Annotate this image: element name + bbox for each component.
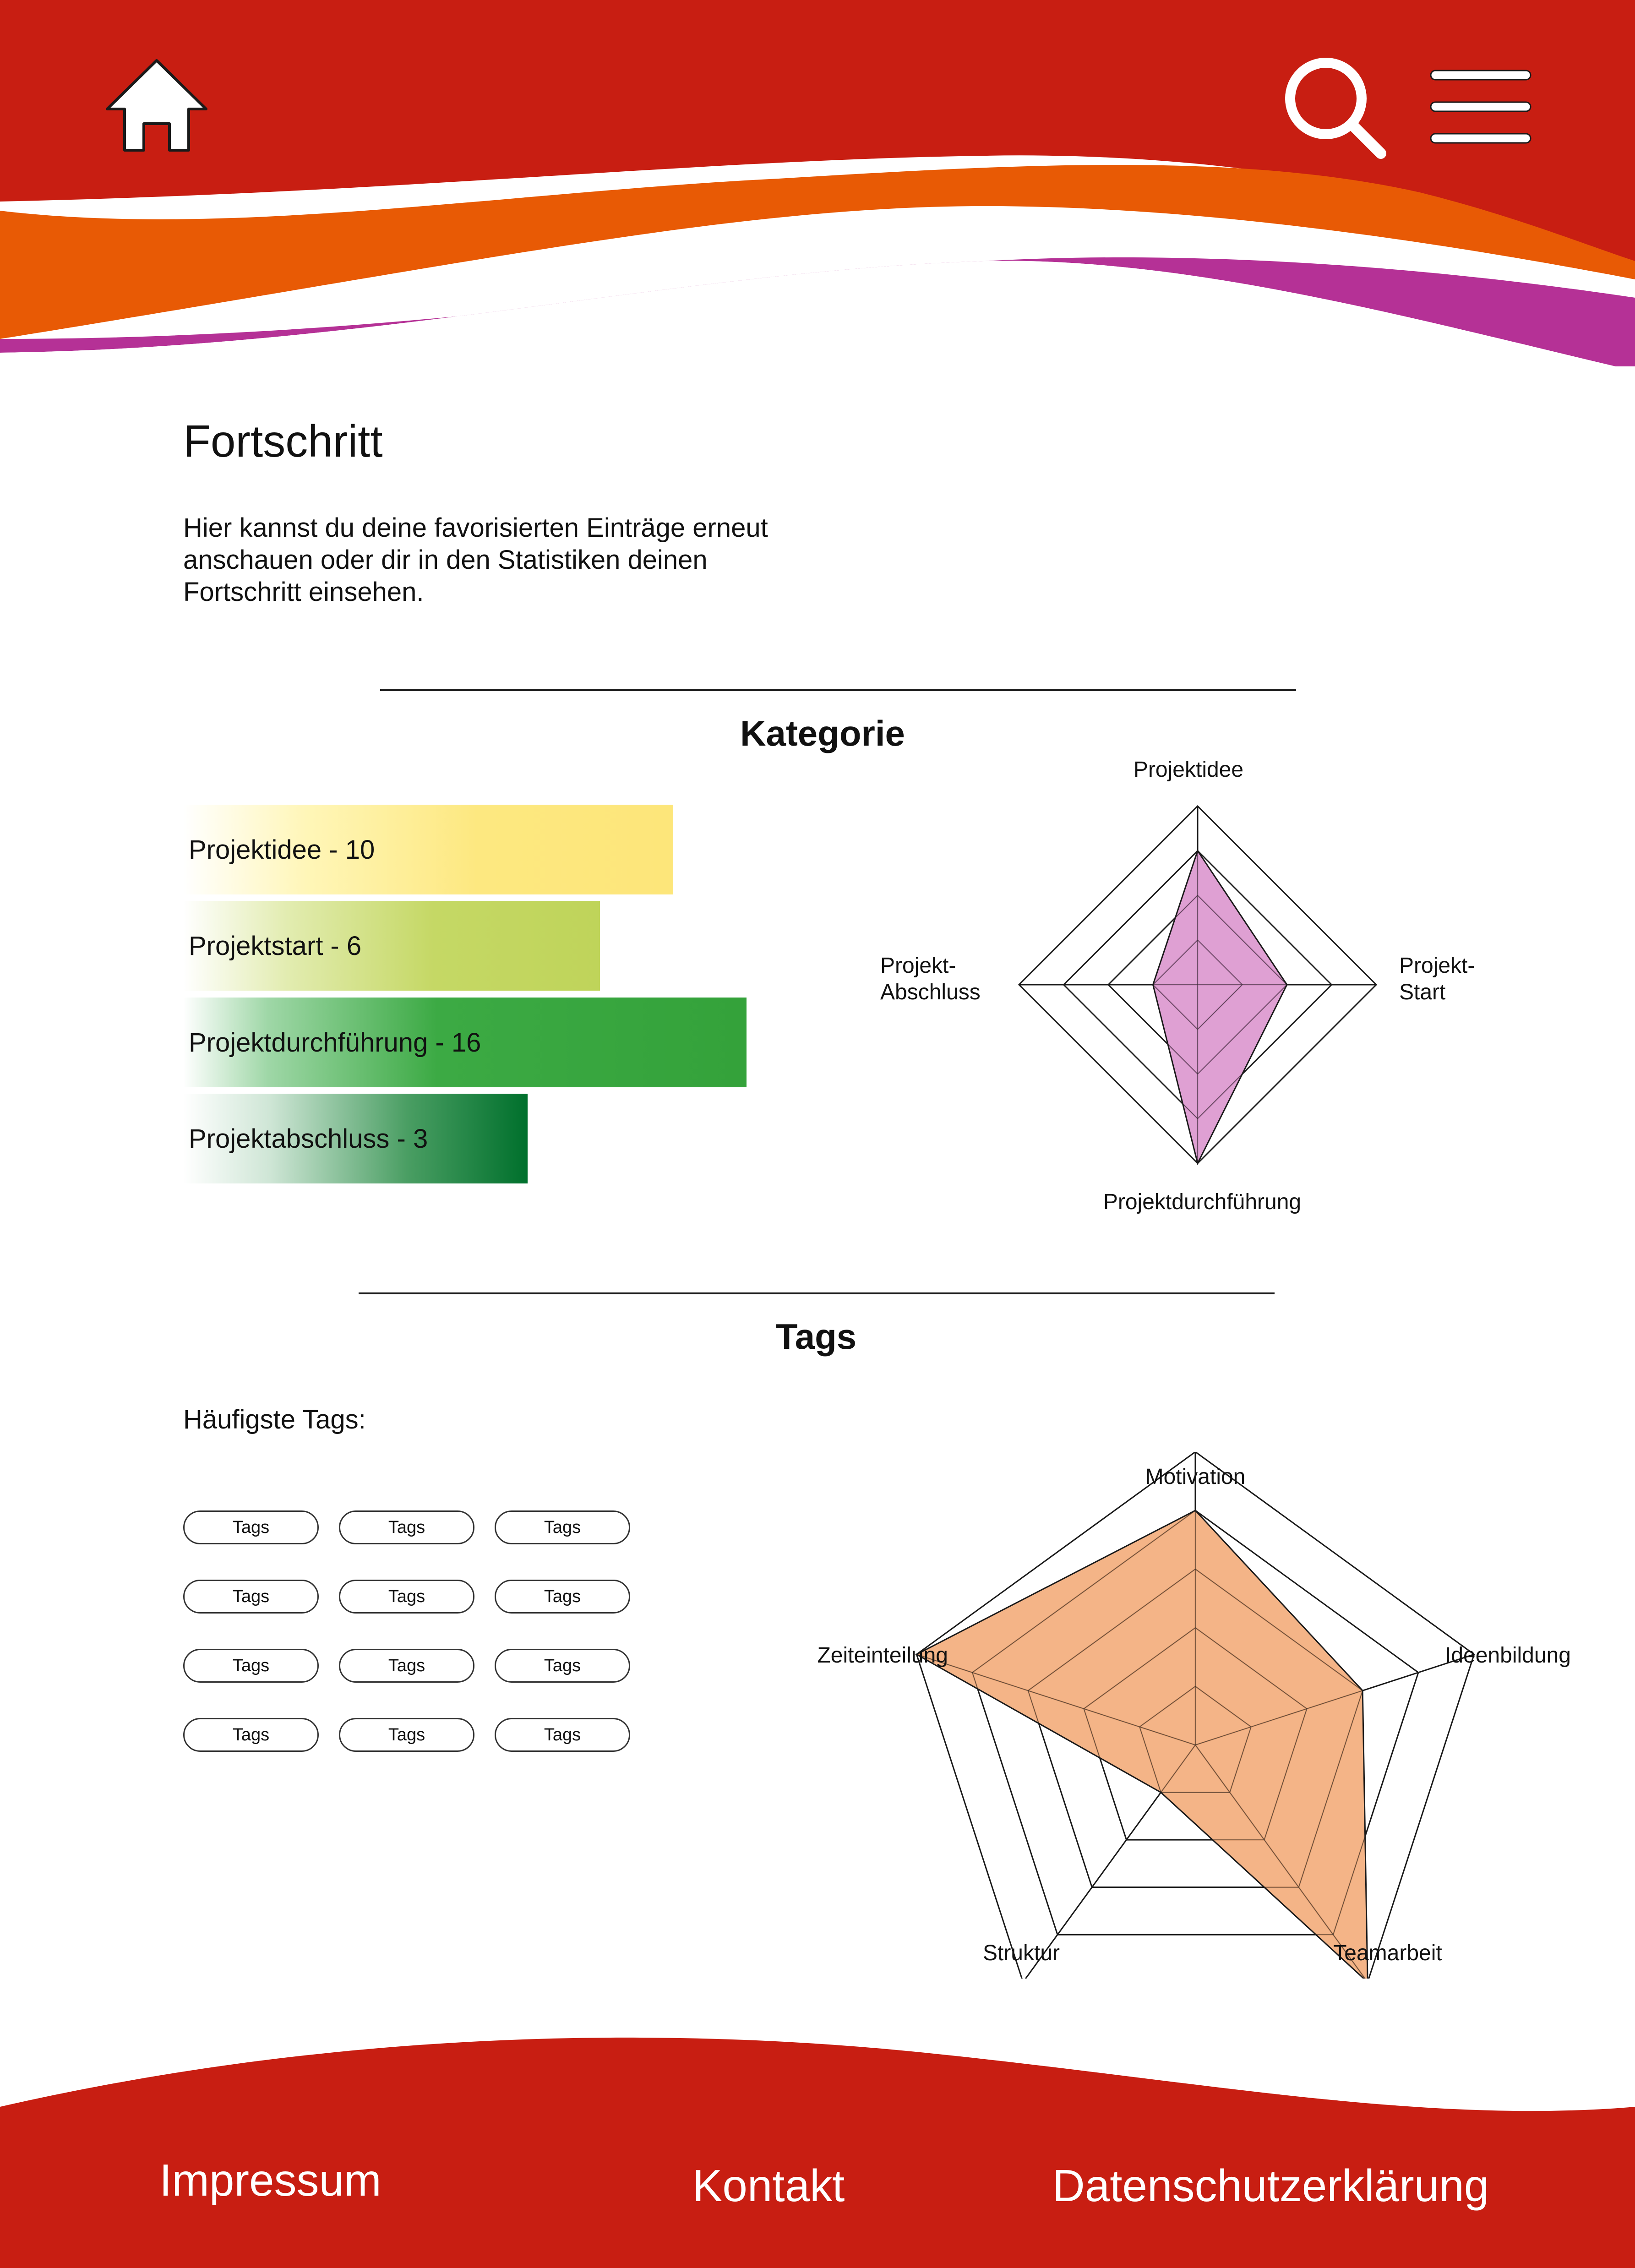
tag-pill[interactable]: Tags (495, 1649, 630, 1683)
tag-pill[interactable]: Tags (339, 1580, 474, 1614)
category-bar-label: Projektabschluss - 3 (189, 1123, 428, 1154)
tag-pill[interactable]: Tags (183, 1718, 319, 1752)
radar-axis-spoke (916, 1654, 1196, 1745)
footer-link-kontakt[interactable]: Kontakt (692, 2160, 845, 2211)
search-icon[interactable] (1282, 55, 1388, 160)
tag-pill[interactable]: Tags (183, 1580, 319, 1614)
radar-grid-ring (1139, 1686, 1252, 1793)
tag-pill[interactable]: Tags (183, 1510, 319, 1544)
radar-axis-label: Projektidee (1134, 758, 1243, 782)
tags-radar-chart: Motivation Ideenbildung Teamarbeit Struktur… (817, 1452, 1571, 1979)
tag-pill[interactable]: Tags (495, 1510, 630, 1544)
category-bar-label: Projektstart - 6 (189, 931, 362, 961)
radar-data-area (915, 1510, 1368, 1979)
category-bar-projektidee: Projektidee - 10 (183, 805, 673, 894)
header-background (0, 0, 1635, 366)
radar-axis-label: Zeiteinteilung (817, 1643, 948, 1668)
category-bar-projektabschluss: Projektabschluss - 3 (183, 1094, 528, 1183)
kategorie-heading: Kategorie (740, 713, 905, 753)
radar-axis-label: Ideenbildung (1445, 1643, 1571, 1668)
category-bar-label: Projektdurchführung - 16 (189, 1027, 481, 1058)
radar-axis-label: Teamarbeit (1333, 1941, 1442, 1965)
radar-axis-label: Projekt-Abschluss (880, 954, 981, 1004)
footer-background (0, 2037, 1635, 2268)
category-bar-projektdurchfuehrung: Projektdurchführung - 16 (183, 998, 747, 1087)
section-divider (380, 689, 1296, 691)
tag-pill[interactable]: Tags (339, 1718, 474, 1752)
radar-grid-ring (1027, 1569, 1363, 1888)
tag-pill[interactable]: Tags (495, 1718, 630, 1752)
menu-icon[interactable] (1428, 68, 1533, 146)
radar-axis-spoke (1195, 1654, 1474, 1745)
most-frequent-tags-label: Häufigste Tags: (183, 1405, 366, 1434)
radar-axis-label: Projektdurchführung (1103, 1190, 1301, 1214)
radar-axis-label: Projekt-Start (1399, 954, 1475, 1004)
tags-heading: Tags (775, 1316, 857, 1357)
page-title: Fortschritt (183, 416, 383, 466)
kategorie-radar-chart: Projektidee Projekt-Start Projektdurchführ… (880, 758, 1475, 1214)
tag-pill[interactable]: Tags (183, 1649, 319, 1683)
radar-grid-ring (1083, 1627, 1308, 1840)
home-icon[interactable] (102, 55, 212, 156)
intro-text: Hier kannst du deine favorisierten Eintr… (183, 513, 768, 607)
radar-axis-label: Struktur (983, 1941, 1060, 1965)
tag-pill[interactable]: Tags (339, 1649, 474, 1683)
radar-axis-label: Motivation (1145, 1465, 1246, 1489)
radar-axis-spoke (1195, 1745, 1366, 1979)
radar-grid-ring (972, 1510, 1419, 1935)
radar-axis-spoke (1025, 1745, 1196, 1979)
footer-link-datenschutz[interactable]: Datenschutzerklärung (1052, 2160, 1489, 2211)
radar-grid-ring (916, 1452, 1475, 1979)
footer-link-impressum[interactable]: Impressum (159, 2155, 382, 2205)
tag-pill[interactable]: Tags (495, 1580, 630, 1614)
tag-pill[interactable]: Tags (339, 1510, 474, 1544)
category-bar-projektstart: Projektstart - 6 (183, 901, 600, 991)
category-bar-label: Projektidee - 10 (189, 834, 375, 865)
section-divider (359, 1292, 1275, 1294)
